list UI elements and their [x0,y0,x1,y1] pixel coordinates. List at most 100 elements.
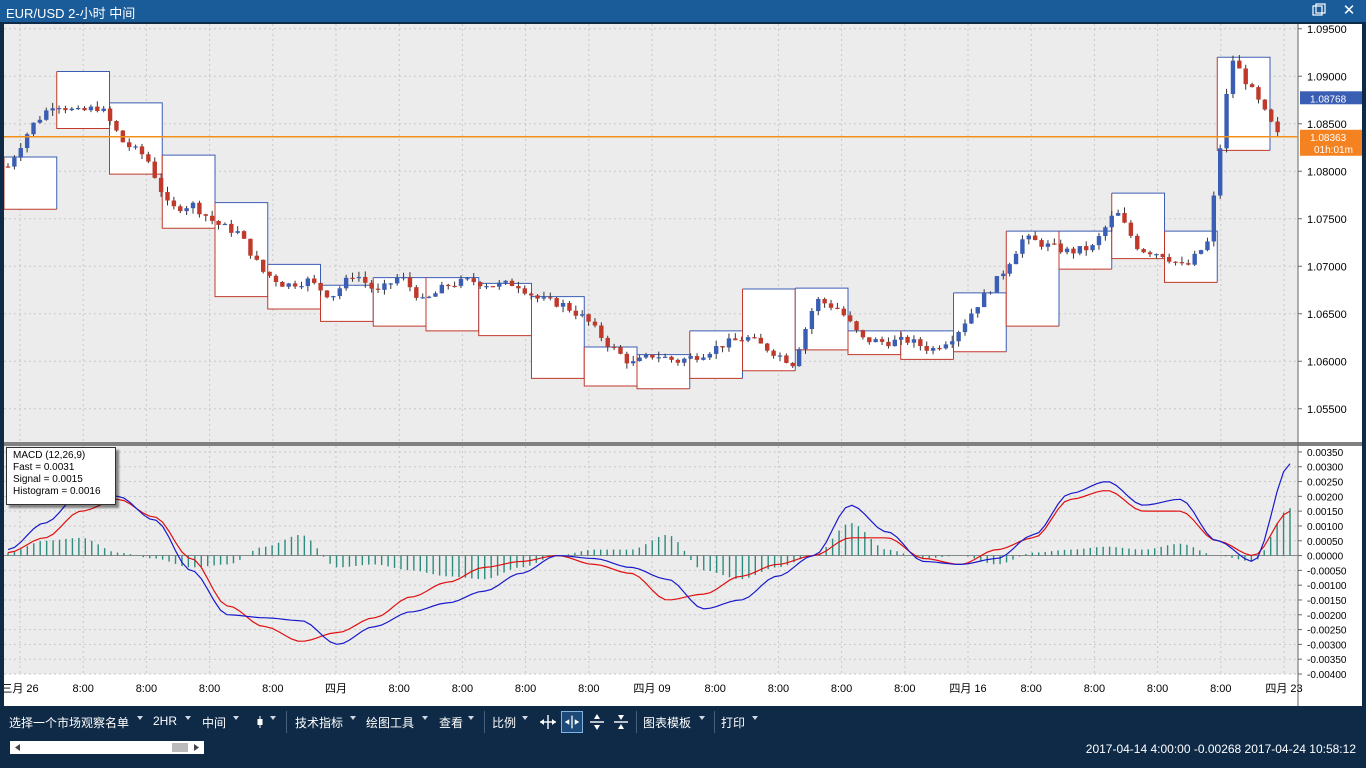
macd-signal-line [7,490,1291,642]
zoom-y-icon[interactable] [586,711,608,733]
candle-body [1032,235,1038,241]
candle-body [273,275,279,282]
candle-type-caret-icon[interactable] [270,716,276,720]
x-tick-label: 四月 [325,683,347,695]
candle-body [956,332,961,342]
candle-body [477,282,483,287]
scroll-thumb[interactable] [172,743,188,752]
candle-body [733,338,738,341]
chart-area[interactable]: 1.09500 1.09000 1.08500 1.08000 1.07500 1.070… [4,24,1362,706]
candle-body [114,121,119,131]
x-tick-label: 三月 26 [4,683,39,695]
print-caret-icon[interactable] [752,716,758,720]
candle-body [82,107,87,111]
templates-caret-icon[interactable] [699,716,705,720]
candle-body [541,297,547,299]
candle-body [203,214,208,216]
scroll-left-icon[interactable] [15,744,20,751]
indicators-menu[interactable]: 技术指标 [295,716,344,730]
chart-templates-menu[interactable]: 图表模板 [643,716,692,730]
candle-body [1001,273,1006,277]
candle-body [924,346,929,351]
range-box-low [214,202,268,298]
range-box-low [1216,57,1270,151]
horizontal-scrollbar[interactable] [10,741,204,754]
drawing-caret-icon[interactable] [422,716,428,720]
watchlist-caret-icon[interactable] [137,716,143,720]
candle-body [631,361,636,364]
candle-body [905,336,910,343]
candle-body [669,356,674,360]
candle-body [241,231,247,239]
timeframe-dropdown[interactable]: 2HR [153,714,178,728]
close-icon[interactable]: ✕ [1342,2,1356,19]
candle-body [765,343,770,351]
scale-caret-icon[interactable] [522,716,528,720]
candle-body [1052,243,1057,245]
panel-separator [4,442,1362,446]
candle-body [1058,243,1063,253]
pan-icon[interactable] [537,711,559,733]
x-tick-label: 8:00 [452,683,473,695]
candle-body [1096,236,1102,246]
candle-body [573,310,579,316]
range-box-low [1164,231,1218,283]
print-menu[interactable]: 打印 [721,716,746,730]
macd-tick-label: 0.00350 [1307,448,1344,459]
price-type-dropdown[interactable]: 中间 [202,716,227,730]
candle-body [1020,239,1025,254]
candle-body [503,280,508,283]
candle-body [918,339,923,347]
indicators-caret-icon[interactable] [350,716,356,720]
view-menu[interactable]: 查看 [439,716,464,730]
price-type-caret-icon[interactable] [233,716,239,720]
candle-body [439,284,445,294]
chart-canvas[interactable]: 1.09500 1.09000 1.08500 1.08000 1.07500 1.070… [4,24,1362,706]
candle-body [139,146,145,155]
watchlist-dropdown[interactable]: 选择一个市场观察名单 [9,716,130,730]
candle-body [841,308,846,316]
range-box-fill [373,277,426,327]
candle-body [1249,84,1255,88]
candle-body [1135,235,1140,250]
candle-body [656,357,661,359]
candle-body [580,314,585,316]
candle-body [535,295,540,299]
candle-body [624,353,630,364]
candle-body [771,350,776,356]
view-caret-icon[interactable] [468,716,474,720]
range-box-low [636,354,690,390]
zoom-x-icon[interactable] [561,711,583,733]
x-tick-label: 8:00 [578,683,599,695]
candle-body [567,302,572,311]
x-tick-label: 8:00 [515,683,536,695]
candle-type-icon[interactable] [249,711,271,733]
x-tick-label: 8:00 [831,683,852,695]
scroll-right-icon[interactable] [194,744,199,751]
timeframe-caret-icon[interactable] [185,716,191,720]
candle-body [1064,248,1070,253]
candle-body [331,296,336,298]
chart-toolbar: 选择一个市场观察名单 2HR 中间 技术指标 绘图工具 查看 比例 图表模板 打 [0,708,1366,736]
candle-body [420,297,425,299]
candle-body [158,177,164,193]
candle-body [592,321,598,326]
macd-info-box: MACD (12,26,9) Fast = 0.0031 Signal = 0.… [6,447,116,505]
scale-label: 比例 [492,716,517,730]
candle-body [401,277,406,279]
candle-body [962,323,968,333]
x-tick-label: 8:00 [72,683,93,695]
candle-body [682,358,687,363]
restore-window-icon[interactable] [1312,3,1326,17]
candle-body [879,339,885,342]
candle-body [886,341,891,347]
macd-panel-bg [4,446,1298,674]
zoom-y-out-icon[interactable] [610,711,632,733]
candle-body [822,298,827,304]
candle-body [184,208,189,212]
candle-body [1147,252,1153,255]
range-box-fill [162,155,215,229]
macd-tick-label: -0.00250 [1307,626,1347,637]
candle-body [816,298,821,312]
drawing-tools-menu[interactable]: 绘图工具 [366,716,415,730]
